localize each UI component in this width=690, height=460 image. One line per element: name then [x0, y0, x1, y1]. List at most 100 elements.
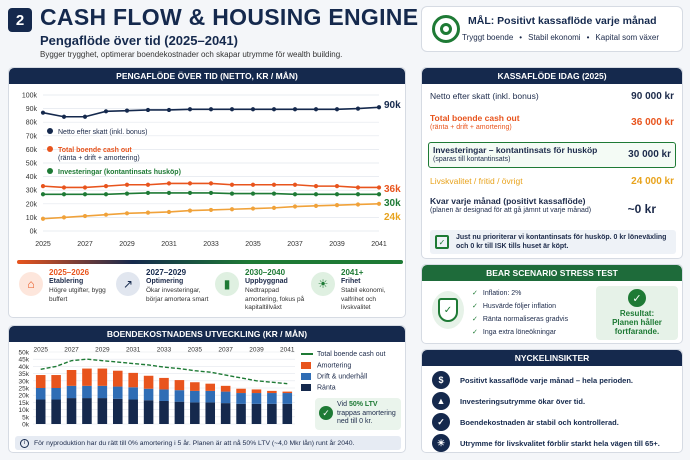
timeline-phases: ⌂ 2025–2026 Etablering Högre utgifter, b…: [19, 268, 403, 318]
bar-segment-amortering: [220, 385, 231, 392]
bar-segment-amortering: [35, 375, 46, 388]
palm-icon: ☀: [311, 272, 335, 296]
phase-desc: Ökar investeringar, börjar amortera smar…: [146, 287, 209, 303]
insight-text: Positivt kassaflöde varje månad – hela p…: [460, 375, 633, 385]
y-tick-label: 5k: [22, 414, 30, 421]
data-point: [166, 181, 172, 186]
y-tick-label: 30k: [26, 188, 38, 195]
end-label-30k: 30k: [384, 198, 401, 209]
house-check-icon: ✓: [435, 235, 449, 249]
data-point: [103, 192, 109, 197]
flow-chart-panel: PENGAFLÖDE ÖVER TID (NETTO, KR / MÅN) 0k…: [8, 67, 406, 318]
phase-desc: Högre utgifter, bygg buffert: [49, 287, 106, 303]
y-tick-label: 90k: [26, 106, 38, 113]
bar-segment-amortering: [97, 368, 108, 386]
data-point: [124, 108, 130, 113]
bar-segment-amortering: [128, 372, 138, 388]
y-tick-label: 10k: [19, 407, 30, 414]
data-point: [82, 114, 88, 119]
stress-test-header: BEAR SCENARIO STRESS TEST: [422, 265, 682, 281]
ltv-note-prefix: Vid: [337, 401, 349, 408]
data-point: [145, 107, 151, 113]
page-subtitle: Pengaflöde över tid (2025–2041): [40, 33, 238, 48]
cost-chart-header: BOENDEKOSTNADENS UTVECKLING (KR / MÅN): [9, 326, 405, 342]
cf-row-investering: Investeringar – kontantinsats för husköp…: [428, 142, 676, 168]
goal-items: Tryggt boende • Stabil ekonomi • Kapital s…: [462, 33, 659, 42]
page-title: CASH FLOW & HOUSING ENGINE: [40, 4, 419, 30]
data-point: [229, 182, 235, 187]
data-point: [376, 192, 382, 197]
cf-sublabel: (sparas till kontantinsats): [433, 156, 511, 163]
palm-tree-icon: ☀: [432, 434, 450, 452]
data-point: [271, 191, 277, 196]
stress-result-box: ✓ Resultat: Planen håller fortfarande.: [596, 286, 678, 340]
phase-name: Optimering: [146, 278, 184, 285]
data-point: [208, 190, 214, 196]
goal-item: Tryggt boende: [462, 33, 514, 42]
cf-note-box: ✓ Just nu prioriterar vi kontantinsats f…: [430, 230, 676, 254]
ltv-note-highlight: 50% LTV: [348, 401, 378, 408]
data-point: [229, 207, 235, 212]
piggy-bank-icon: $: [432, 371, 450, 389]
bar-segment-r-nta: [51, 399, 61, 424]
data-point: [313, 184, 319, 189]
phase-optimering: ↗ 2027–2029 Optimering Ökar investeringa…: [116, 268, 211, 324]
data-point: [187, 107, 193, 112]
phase-name: Frihet: [341, 278, 361, 285]
bar-segment-amortering: [236, 388, 246, 394]
cf-note-text: Just nu prioriterar vi kontantinsats för…: [456, 234, 667, 250]
timeline-bar: [17, 260, 403, 264]
phase-uppbyggnad: ▮ 2030–2040 Uppbyggnad Nedtrappad amorte…: [215, 268, 310, 324]
x-tick-label: 2037: [218, 347, 233, 354]
bar-segment-drift-underh-ll: [174, 390, 185, 402]
cf-label: Total boende cash out: [430, 113, 520, 123]
x-tick-label: 2029: [95, 347, 110, 354]
data-point: [376, 201, 382, 206]
legend-label: Amortering: [317, 362, 352, 370]
bar-segment-drift-underh-ll: [143, 388, 154, 401]
stress-item: ✓ Inga extra löneökningar: [472, 329, 557, 336]
y-tick-label: 35k: [19, 371, 30, 378]
data-point: [313, 203, 319, 208]
bar-segment-drift-underh-ll: [159, 389, 169, 401]
data-point: [271, 182, 277, 187]
goal-title: MÅL: Positivt kassaflöde varje månad: [468, 15, 657, 27]
cf-value: 24 000 kr: [631, 176, 674, 187]
bar-segment-drift-underh-ll: [35, 388, 46, 400]
data-point: [187, 190, 193, 196]
ltv-note-text: trappas amortering ned till 0 kr.: [337, 409, 396, 426]
footnote-bar: i För nyproduktion har du rätt till 0% a…: [15, 436, 401, 450]
data-point: [271, 205, 277, 210]
y-tick-label: 50k: [26, 161, 38, 168]
data-point: [40, 184, 46, 189]
result-check-icon: ✓: [628, 289, 646, 307]
result-text: Planen håller fortfarande.: [612, 318, 662, 336]
bar-segment-amortering: [159, 377, 169, 390]
x-tick-label: 2025: [33, 347, 48, 354]
cf-value: 90 000 kr: [631, 91, 674, 102]
cf-sublabel: (ränta + drift + amortering): [430, 124, 512, 131]
check-icon: ✓: [472, 316, 478, 323]
data-point: [355, 202, 361, 207]
bar-segment-r-nta: [236, 403, 246, 424]
stress-item: ✓ Inflation: 2%: [472, 290, 522, 297]
phase-etablering: ⌂ 2025–2026 Etablering Högre utgifter, b…: [19, 268, 114, 324]
y-tick-label: 45k: [19, 357, 30, 364]
x-tick-label: 2025: [35, 241, 51, 248]
bar-segment-amortering: [143, 375, 154, 389]
data-point: [355, 106, 361, 111]
data-point: [40, 216, 46, 221]
bar-segment-drift-underh-ll: [267, 393, 277, 404]
data-point: [250, 182, 256, 187]
bar-segment-drift-underh-ll: [112, 386, 123, 399]
bar-segment-amortering: [282, 391, 293, 394]
cf-sublabel: (planen är designad för att gå jämnt ut …: [430, 207, 592, 214]
bar-segment-amortering: [205, 383, 216, 391]
bar-segment-drift-underh-ll: [190, 390, 200, 403]
bar-segment-drift-underh-ll: [128, 387, 138, 400]
data-point: [208, 107, 214, 112]
insights-panel: NYCKELINSIKTER $ Positivt kassaflöde varj…: [421, 349, 683, 453]
shield-check-icon: ✓: [432, 291, 464, 329]
x-tick-label: 2041: [280, 347, 295, 354]
end-label-90k: 90k: [384, 100, 401, 111]
